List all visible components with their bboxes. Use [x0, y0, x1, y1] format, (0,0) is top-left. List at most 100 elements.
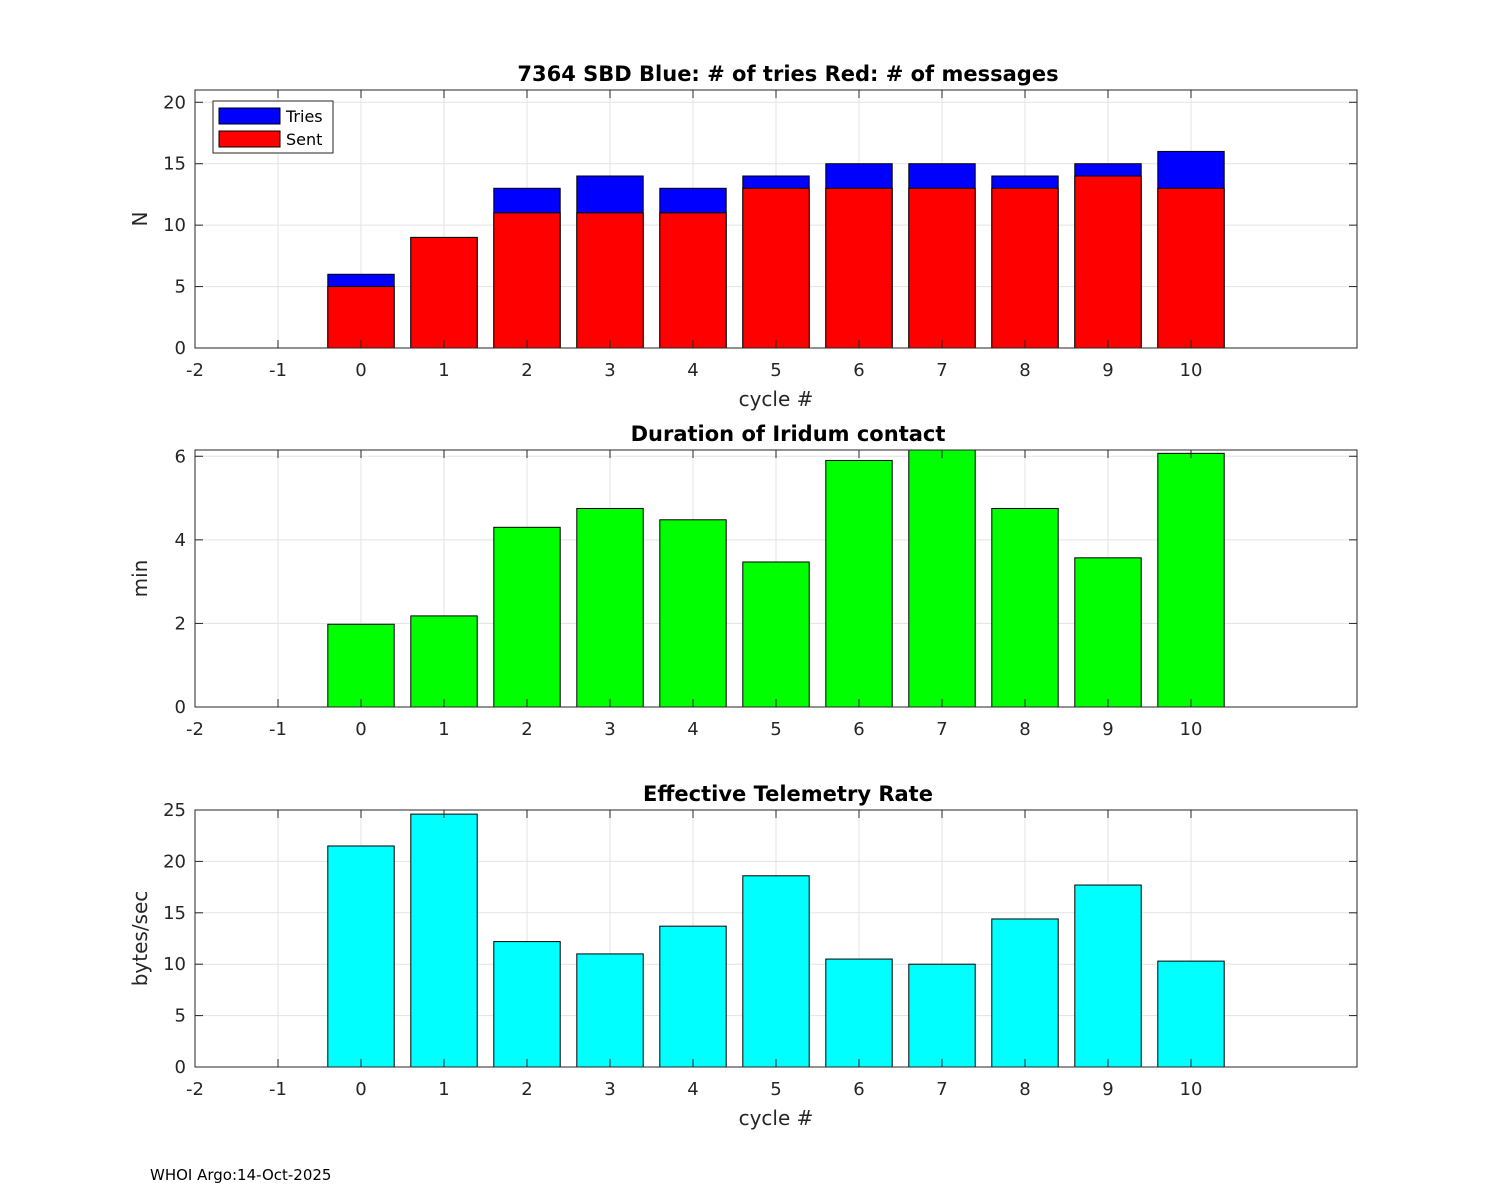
bar-sent-0 [327, 286, 395, 349]
bar-duration-4 [659, 519, 727, 708]
y-tick-label: 20 [163, 92, 186, 113]
x-tick-label: 8 [1019, 1079, 1030, 1100]
x-tick-label: 2 [521, 719, 532, 740]
bar-sent-1 [410, 236, 478, 349]
y-axis-label: bytes/sec [128, 891, 152, 987]
x-tick-label: 2 [521, 360, 532, 381]
footer-text: WHOI Argo:14-Oct-2025 [150, 1166, 332, 1184]
x-tick-label: 10 [1180, 719, 1203, 740]
legend-swatch-sent [218, 130, 281, 148]
y-tick-label: 15 [163, 903, 186, 924]
chart-title: Duration of Iridum contact [631, 422, 946, 446]
chart-panel-1: -2 -1 0 1 2 3 4 5 6 7 8 9 10 0 5 10 15 20 7364 SBD Blue: #… [128, 62, 1358, 411]
x-tick-label: -1 [269, 360, 287, 381]
x-tick-label: 6 [853, 360, 864, 381]
x-axis-label: cycle # [739, 1106, 814, 1130]
bar-rate-5 [742, 875, 810, 1068]
x-tick-label: 9 [1102, 1079, 1113, 1100]
x-tick-label: 10 [1180, 1079, 1203, 1100]
bar-duration-9 [1074, 557, 1142, 708]
bar-rate-7 [908, 963, 976, 1068]
bar-rate-8 [991, 918, 1059, 1068]
x-tick-label: 3 [604, 1079, 615, 1100]
y-tick-label: 0 [175, 1057, 186, 1078]
x-tick-label: 0 [355, 360, 366, 381]
x-tick-label: 0 [355, 719, 366, 740]
legend-label-tries: Tries [285, 107, 323, 126]
y-tick-label: 25 [163, 800, 186, 821]
x-tick-label: 4 [687, 1079, 698, 1100]
y-tick-label: 6 [175, 446, 186, 467]
bar-sent-3 [576, 212, 644, 349]
y-tick-label: 4 [175, 530, 186, 551]
x-tick-label: -1 [269, 719, 287, 740]
x-tick-label: 4 [687, 719, 698, 740]
bar-rate-0 [327, 845, 395, 1068]
x-tick-label: 6 [853, 1079, 864, 1100]
x-axis-label: cycle # [739, 387, 814, 411]
bar-sent-8 [991, 187, 1059, 349]
x-tick-label: 1 [438, 1079, 449, 1100]
x-tick-label: 8 [1019, 360, 1030, 381]
bar-sent-6 [825, 187, 893, 349]
y-tick-label: 0 [175, 697, 186, 718]
x-tick-label: 1 [438, 719, 449, 740]
bar-sent-10 [1157, 187, 1225, 349]
bar-duration-0 [327, 623, 395, 708]
x-tick-label: 4 [687, 360, 698, 381]
y-tick-label: 10 [163, 215, 186, 236]
x-tick-label: 7 [936, 1079, 947, 1100]
x-tick-label: 5 [770, 719, 781, 740]
y-axis-label: N [128, 212, 152, 227]
x-tick-label: 1 [438, 360, 449, 381]
y-tick-label: 10 [163, 954, 186, 975]
x-tick-label: 7 [936, 360, 947, 381]
chart-title: Effective Telemetry Rate [643, 782, 933, 806]
y-tick-label: 0 [175, 338, 186, 359]
x-tick-label: 7 [936, 719, 947, 740]
y-tick-label: 5 [175, 277, 186, 298]
x-tick-label: -2 [186, 1079, 204, 1100]
bar-sent-9 [1074, 175, 1142, 349]
chart-panel-3: -2 -1 0 1 2 3 4 5 6 7 8 9 10 0 5 10 15 20 25 Effective Tele… [128, 782, 1358, 1130]
legend: Tries Sent [212, 100, 334, 154]
x-tick-label: 8 [1019, 719, 1030, 740]
bar-sent-7 [908, 187, 976, 349]
y-axis-label: min [128, 560, 152, 598]
bar-duration-8 [991, 508, 1059, 708]
bar-rate-6 [825, 958, 893, 1068]
bar-rate-10 [1157, 960, 1225, 1068]
bar-duration-1 [410, 615, 478, 708]
x-tick-label: 9 [1102, 360, 1113, 381]
y-tick-label: 15 [163, 154, 186, 175]
x-tick-label: 5 [770, 360, 781, 381]
x-tick-label: 3 [604, 360, 615, 381]
bar-duration-3 [576, 508, 644, 708]
bar-rate-9 [1074, 884, 1142, 1068]
bar-rate-4 [659, 925, 727, 1068]
bar-duration-10 [1157, 452, 1225, 708]
bar-rate-2 [493, 941, 561, 1068]
bar-rate-3 [576, 953, 644, 1068]
y-tick-label: 20 [163, 851, 186, 872]
bar-duration-2 [493, 526, 561, 708]
legend-swatch-tries [218, 107, 281, 125]
bar-duration-6 [825, 459, 893, 708]
x-tick-label: -2 [186, 719, 204, 740]
x-tick-label: 2 [521, 1079, 532, 1100]
x-tick-label: -1 [269, 1079, 287, 1100]
bar-sent-2 [493, 212, 561, 349]
y-tick-label: 2 [175, 613, 186, 634]
y-tick-label: 5 [175, 1006, 186, 1027]
bar-duration-5 [742, 561, 810, 708]
bar-rate-1 [410, 813, 478, 1068]
x-tick-label: 9 [1102, 719, 1113, 740]
x-tick-label: -2 [186, 360, 204, 381]
chart-panel-2: -2 -1 0 1 2 3 4 5 6 7 8 9 10 0 2 4 6 Duration of Iridum c… [128, 422, 1358, 740]
bar-sent-5 [742, 187, 810, 349]
x-tick-label: 6 [853, 719, 864, 740]
x-tick-label: 10 [1180, 360, 1203, 381]
chart-title: 7364 SBD Blue: # of tries Red: # of mess… [517, 62, 1058, 86]
legend-label-sent: Sent [286, 130, 322, 149]
